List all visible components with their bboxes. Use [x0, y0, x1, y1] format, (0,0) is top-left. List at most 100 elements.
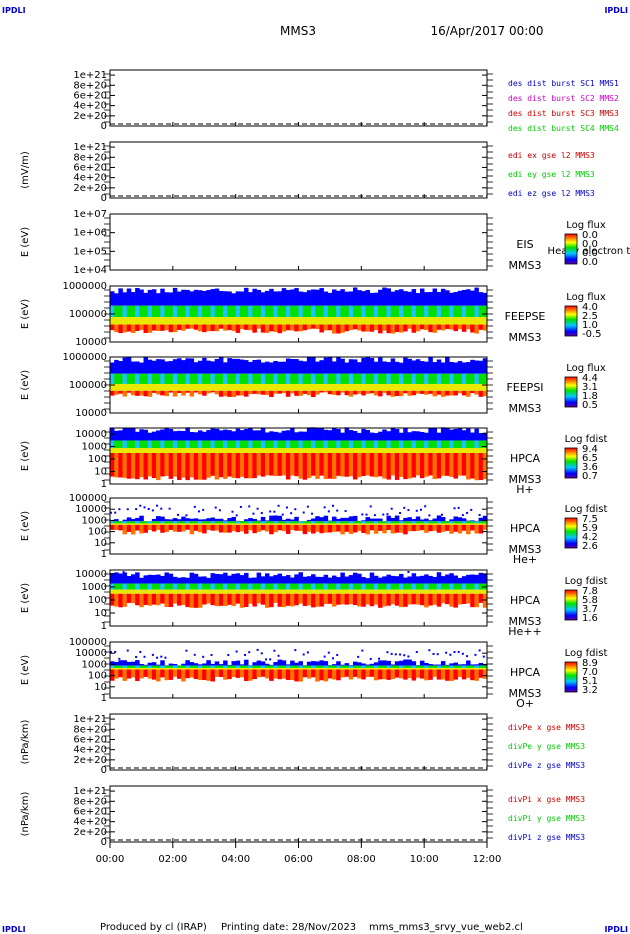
spectrogram-cell	[277, 515, 283, 522]
spectrogram-cell	[110, 317, 115, 325]
spectrogram-cell	[373, 669, 379, 681]
spectrogram-cell	[424, 662, 429, 666]
y-axis-label: (mV/m)	[20, 151, 31, 189]
spectrogram-cell	[189, 448, 195, 454]
spectrogram-cell	[445, 305, 450, 318]
spectrogram-cell	[332, 524, 337, 532]
spectrogram-cell	[336, 524, 341, 532]
spectrogram-cell	[269, 383, 274, 391]
spectrogram-speckle	[193, 653, 196, 656]
spectrogram-cell	[235, 317, 241, 325]
spectrogram-cell	[277, 524, 283, 531]
instrument-label: HPCA	[510, 522, 541, 535]
spectrogram-cell	[352, 431, 358, 441]
spectrogram-cell	[344, 517, 350, 522]
spectrogram-cell	[223, 669, 228, 680]
spectrogram-cell	[290, 519, 295, 522]
spectrogram-cell	[470, 290, 475, 306]
spectrogram-cell	[147, 440, 153, 448]
spectrogram-cell	[172, 524, 178, 532]
spectrogram-cell	[327, 317, 333, 325]
spectrogram-cell	[470, 305, 475, 318]
spectrogram-cell	[474, 667, 479, 670]
spectrogram-cell	[352, 317, 358, 325]
spectrogram-cell	[436, 432, 442, 441]
colorbar-tick-label: 0.0	[582, 257, 598, 268]
spectrogram-speckle	[369, 658, 372, 661]
spectrogram-cell	[344, 362, 350, 374]
y-tick-label: 10	[94, 608, 107, 619]
spectrogram-cell	[156, 667, 161, 670]
panel-frame	[109, 69, 488, 127]
spectrogram-cell	[315, 453, 320, 479]
spectrogram-cell	[390, 291, 396, 306]
spectrogram-cell	[269, 521, 274, 524]
spectrogram-cell	[114, 667, 119, 670]
spectrogram-cell	[373, 448, 379, 454]
spectrogram-cell	[340, 664, 345, 666]
y-tick-label: 4e+20	[73, 101, 107, 112]
spectrogram-cell	[143, 324, 148, 333]
spectrogram-cell	[223, 448, 228, 454]
spectrogram-cell	[436, 521, 442, 524]
spectrogram-cell	[327, 523, 333, 525]
spectrogram-cell	[193, 518, 199, 522]
spectrogram-cell	[122, 448, 128, 454]
spectrogram-cell	[357, 669, 362, 679]
spectrogram-cell	[466, 520, 471, 522]
spectrogram-cell	[231, 521, 236, 524]
spectrogram-cell	[223, 665, 228, 668]
spectrogram-cell	[390, 440, 396, 448]
spectrogram-cell	[453, 589, 458, 594]
spectrogram-cell	[457, 440, 463, 448]
spectrogram-cell	[168, 324, 174, 333]
spectrogram-cell	[185, 427, 190, 441]
spectrogram-cell	[260, 523, 266, 525]
spectrogram-cell	[390, 317, 396, 325]
spectrogram-cell	[399, 523, 404, 525]
spectrogram-cell	[281, 521, 287, 524]
spectrogram-cell	[202, 521, 207, 524]
spectrogram-cell	[185, 583, 190, 590]
y-axis-label: E (eV)	[20, 511, 31, 541]
spectrogram-cell	[206, 593, 211, 604]
spectrogram-cell	[189, 518, 195, 522]
spectrogram-cell	[197, 324, 203, 332]
panel-frame	[109, 785, 488, 843]
y-tick-label: 1e+07	[73, 209, 107, 220]
spectrogram-cell	[428, 520, 433, 522]
spectrogram-cell	[118, 665, 123, 668]
spectrogram-cell	[135, 431, 140, 441]
spectrogram-cell	[319, 667, 324, 670]
spectrogram-cell	[118, 440, 123, 448]
spectrogram-cell	[315, 589, 320, 594]
spectrogram-cell	[248, 521, 253, 524]
spectrogram-cell	[160, 575, 165, 584]
spectrogram-cell	[386, 317, 391, 325]
spectrogram-cell	[340, 358, 345, 374]
spectrogram-cell	[474, 440, 479, 448]
spectrogram-cell	[248, 524, 253, 531]
spectrogram-cell	[172, 521, 178, 524]
spectrogram-cell	[306, 390, 312, 396]
spectrogram-cell	[302, 305, 308, 318]
spectrogram-cell	[164, 292, 169, 306]
spectrogram-cell	[126, 517, 132, 522]
spectrogram-cell	[311, 574, 316, 584]
spectrogram-cell	[181, 360, 186, 374]
spectrogram-cell	[118, 523, 123, 525]
y-tick-label: 100	[88, 595, 107, 606]
spectrogram-cell	[478, 383, 484, 391]
spectrogram-cell	[470, 453, 475, 479]
spectrogram-speckle	[390, 652, 393, 655]
spectrogram-cell	[428, 669, 433, 680]
spectrogram-cell	[197, 453, 203, 480]
spectrogram-cell	[143, 589, 148, 594]
spectrogram-cell	[306, 521, 312, 524]
spectrogram-cell	[357, 383, 362, 391]
spectrogram-cell	[373, 593, 379, 605]
spectrogram-cell	[143, 317, 148, 325]
spectrogram-cell	[248, 440, 253, 448]
spectrogram-cell	[210, 383, 216, 391]
